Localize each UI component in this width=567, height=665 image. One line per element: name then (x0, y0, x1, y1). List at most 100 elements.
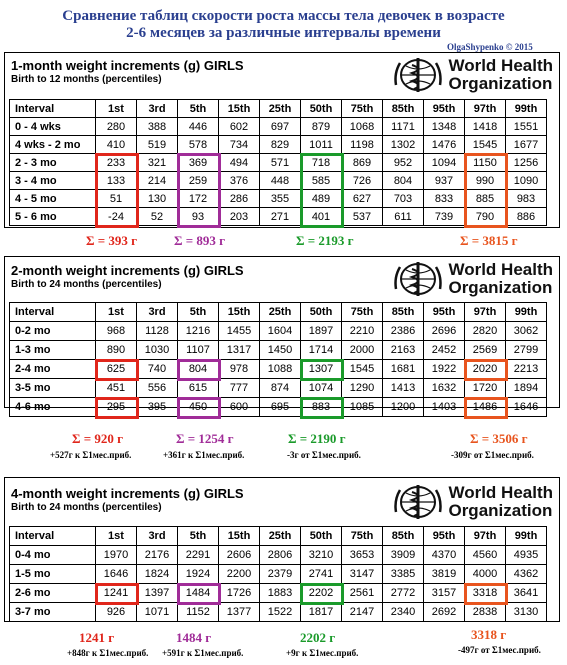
table-cell: 726 (341, 171, 383, 190)
table-cell: 203 (218, 207, 260, 226)
table-cell: 2340 (382, 602, 424, 622)
table-cell: 489 (300, 189, 342, 208)
table-cell: 1632 (423, 378, 465, 398)
table-cell: 2806 (259, 545, 301, 565)
who-line1: World Health (448, 260, 553, 279)
column-header: 1st (95, 302, 137, 322)
sum-1st-t3: 1241 г (79, 630, 115, 645)
column-header: 85th (382, 526, 424, 546)
panel-2-month: 2-month weight increments (g) GIRLS Birt… (4, 256, 560, 419)
column-header: 99th (505, 526, 547, 546)
panel-title: 4-month weight increments (g) GIRLS (11, 486, 244, 501)
table-row: 1-5 mo 1646 1824 1924 2200 2379 2741 3147 3385 38… (9, 564, 547, 584)
table-cell: 777 (218, 378, 260, 398)
sum-1st-t2: Σ = 920 г (72, 431, 124, 446)
table-2-month: Interval 1st 3rd 5th 15th 25th 50th 75th 85th 95t… (9, 302, 547, 417)
note-1st-t3: +848г к Σ1мес.приб. (67, 648, 149, 658)
row-label: 1-5 mo (9, 564, 96, 584)
sum-97th-t2: Σ = 3506 г (470, 431, 528, 446)
table-cell: 369 (177, 153, 219, 172)
column-header: 1st (95, 526, 137, 546)
table-cell: 578 (177, 135, 219, 154)
table-cell: 1894 (505, 378, 547, 398)
row-label: 1-3 mo (9, 340, 96, 360)
who-logo: World Health Organization (392, 55, 553, 95)
table-cell: 1522 (259, 602, 301, 622)
table-cell: 625 (95, 359, 137, 379)
table-cell: 2291 (177, 545, 219, 565)
table-cell: 1817 (300, 602, 342, 622)
table-cell: 968 (95, 321, 137, 341)
column-header: 75th (341, 302, 383, 322)
table-cell: 1071 (136, 602, 178, 622)
table-cell: 1216 (177, 321, 219, 341)
table-cell: 2200 (218, 564, 260, 584)
table-cell: 271 (259, 207, 301, 226)
table-row: 3 - 4 mo 133 214 259 376 448 585 726 804 937 990 10… (9, 171, 547, 190)
table-cell: 1418 (464, 117, 506, 136)
sum-50th-t1: Σ = 2193 г (296, 233, 354, 248)
table-cell: 1348 (423, 117, 465, 136)
table-cell: 1726 (218, 583, 260, 603)
column-header: 15th (218, 99, 260, 118)
row-label: 0-2 mo (9, 321, 96, 341)
table-cell: 1455 (218, 321, 260, 341)
table-cell: 615 (177, 378, 219, 398)
table-cell: 869 (341, 153, 383, 172)
table-cell: 718 (300, 153, 342, 172)
row-label: 3-5 mo (9, 378, 96, 398)
column-header: Interval (9, 526, 96, 546)
table-cell: 1545 (464, 135, 506, 154)
row-label: 2 - 3 mo (9, 153, 96, 172)
who-logo: World Health Organization (392, 482, 553, 522)
table-cell: 1545 (341, 359, 383, 379)
table-cell: 2569 (464, 340, 506, 360)
table-row: 0-4 mo 1970 2176 2291 2606 2806 3210 3653 3909 43… (9, 545, 547, 565)
column-header: 99th (505, 99, 547, 118)
sum-97th-t3: 3318 г (471, 627, 507, 642)
table-cell: 2379 (259, 564, 301, 584)
table-cell: 2163 (382, 340, 424, 360)
table-cell: 556 (136, 378, 178, 398)
table-cell: 3641 (505, 583, 547, 603)
column-header: 1st (95, 99, 137, 118)
column-header: 97th (464, 99, 506, 118)
table-cell: 978 (218, 359, 260, 379)
table-cell: 1646 (505, 397, 547, 417)
table-cell: 1068 (341, 117, 383, 136)
column-header: 50th (300, 526, 342, 546)
table-cell: 388 (136, 117, 178, 136)
sum-5th-t3: 1484 г (176, 630, 212, 645)
page-title-line2: 2-6 месяцев за различные интервалы време… (126, 25, 441, 41)
table-cell: 1128 (136, 321, 178, 341)
table-cell: 2452 (423, 340, 465, 360)
table-row: 4 - 5 mo 51 130 172 286 355 489 627 703 833 885 983 (9, 189, 547, 208)
table-cell: 833 (423, 189, 465, 208)
table-cell: 1897 (300, 321, 342, 341)
row-label: 0-4 mo (9, 545, 96, 565)
table-cell: 233 (95, 153, 137, 172)
row-label: 4 wks - 2 mo (9, 135, 96, 154)
column-header: 25th (259, 302, 301, 322)
table-cell: 1171 (382, 117, 424, 136)
table-cell: 2799 (505, 340, 547, 360)
table-cell: 494 (218, 153, 260, 172)
table-header-row: Interval 1st 3rd 5th 15th 25th 50th 75th 85th 95t… (9, 302, 547, 322)
table-cell: 1150 (464, 153, 506, 172)
who-line2: Organization (448, 278, 553, 297)
table-cell: 3062 (505, 321, 547, 341)
table-cell: 695 (259, 397, 301, 417)
column-header: 97th (464, 526, 506, 546)
table-cell: 885 (464, 189, 506, 208)
who-logo: World Health Organization (392, 259, 553, 299)
panel-title: 2-month weight increments (g) GIRLS (11, 263, 244, 278)
row-label: 2-6 mo (9, 583, 96, 603)
table-cell: 3653 (341, 545, 383, 565)
column-header: 97th (464, 302, 506, 322)
note-5th-t2: +361г к Σ1мес.приб. (163, 450, 245, 460)
who-emblem-icon (394, 485, 443, 519)
column-header: 25th (259, 99, 301, 118)
table-cell: 537 (341, 207, 383, 226)
panel-subtitle: Birth to 24 months (percentiles) (11, 502, 162, 513)
table-cell: 1198 (341, 135, 383, 154)
